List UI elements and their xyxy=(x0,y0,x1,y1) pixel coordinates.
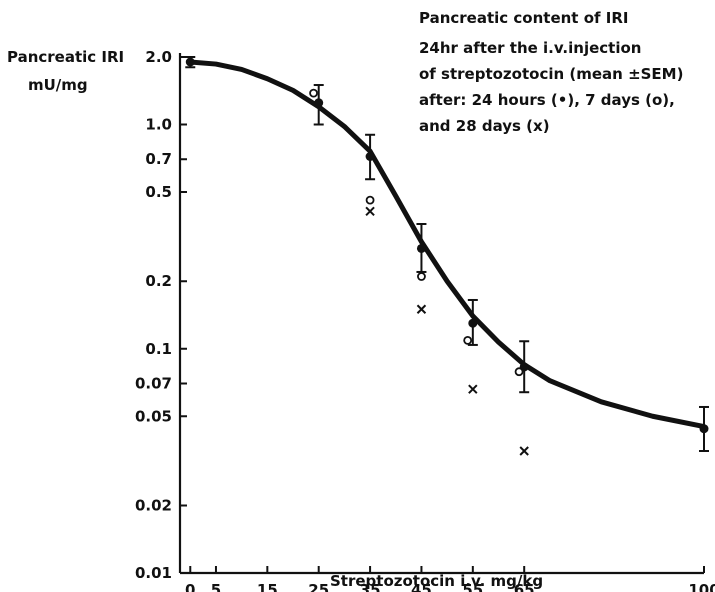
ticks: 2.0 1.0 0.7 0.5 0.2 0.1 0.07 0.05 0.02 0.01 0 5 15 25… xyxy=(135,48,715,592)
x-marker-point xyxy=(416,304,427,314)
data-points xyxy=(185,57,709,456)
y-tick-label: 0.05 xyxy=(135,407,172,425)
annotation-block: Pancreatic content of IRI 24hr after the… xyxy=(419,9,683,135)
open-circle-point xyxy=(417,272,426,281)
filled-circle-point xyxy=(185,57,195,67)
y-axis-title-line-2: mU/mg xyxy=(28,76,88,94)
open-circle-point xyxy=(463,335,473,345)
open-circle-point xyxy=(309,88,318,98)
x-marker-point xyxy=(468,384,478,394)
y-tick-label: 0.2 xyxy=(145,272,172,290)
x-tick-label: 5 xyxy=(211,581,221,592)
y-tick-label: 0.01 xyxy=(135,564,172,582)
filled-circle-point xyxy=(468,318,478,328)
annotation-line-2: 24hr after the i.v.injection xyxy=(419,39,641,57)
x-tick-label: 45 xyxy=(411,581,432,592)
x-tick-label: 25 xyxy=(308,581,329,592)
y-tick-label: 1.0 xyxy=(145,116,172,134)
annotation-line-4: after: 24 hours (•), 7 days (o), xyxy=(419,91,675,109)
curve-layer xyxy=(187,59,707,430)
x-tick-label: 35 xyxy=(360,581,381,592)
open-circle-point xyxy=(365,195,375,205)
annotation-line-1: Pancreatic content of IRI xyxy=(419,9,628,27)
y-axis-title: Pancreatic IRI mU/mg xyxy=(7,48,124,94)
x-tick-label: 100 xyxy=(688,581,715,592)
y-tick-label: 0.7 xyxy=(145,150,172,168)
annotation-line-3: of streptozotocin (mean ±SEM) xyxy=(419,65,683,83)
y-tick-label: 0.07 xyxy=(135,374,172,392)
y-axis-title-line-1: Pancreatic IRI xyxy=(7,48,124,66)
open-circle-point xyxy=(514,367,524,377)
x-tick-label: 55 xyxy=(462,581,483,592)
x-tick-label: 0 xyxy=(185,581,195,592)
x-tick-label: 15 xyxy=(257,581,278,592)
x-marker-point xyxy=(519,446,529,456)
filled-circle-point xyxy=(314,98,324,108)
annotation-line-5: and 28 days (x) xyxy=(419,117,550,135)
filled-circle-point xyxy=(416,243,426,253)
x-marker-point xyxy=(365,206,375,217)
filled-circle-point xyxy=(365,151,375,161)
fitted-curve-line xyxy=(187,59,707,430)
y-tick-label: 0.5 xyxy=(145,183,172,201)
y-tick-label: 0.02 xyxy=(135,496,172,514)
x-axis-title: Streptozotocin i.v. mg/kg xyxy=(330,572,543,590)
x-tick-label: 65 xyxy=(514,581,535,592)
y-tick-label: 2.0 xyxy=(145,48,172,66)
filled-circle-point xyxy=(699,424,709,434)
y-tick-label: 0.1 xyxy=(145,340,172,358)
